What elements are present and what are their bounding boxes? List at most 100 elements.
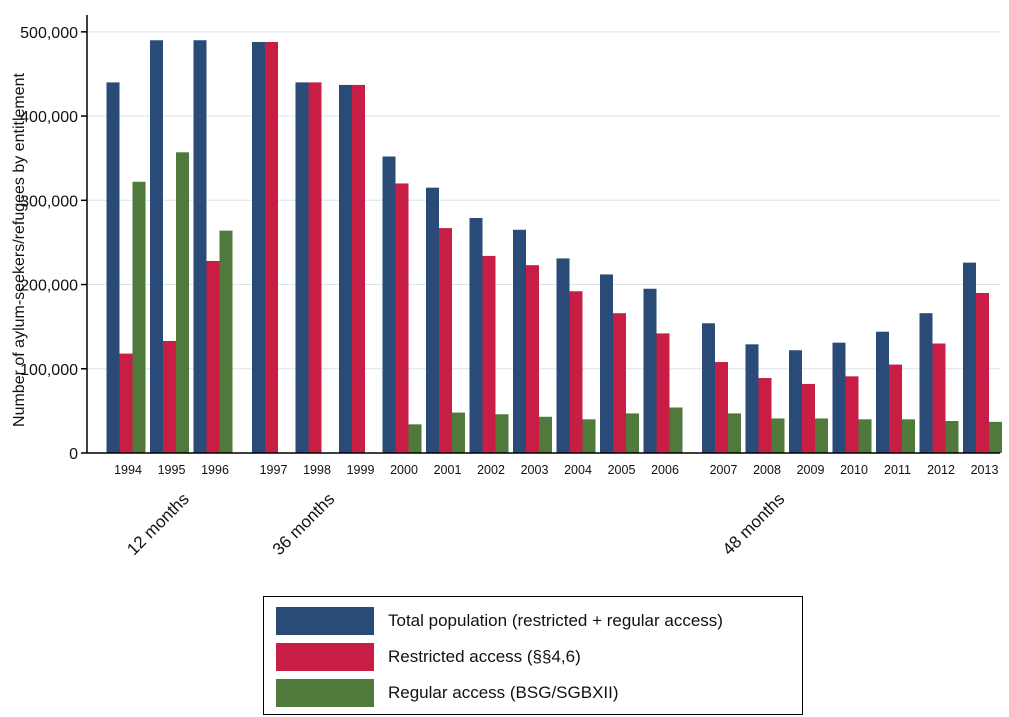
bar-total-2002 xyxy=(469,217,483,453)
x-tick-label: 1995 xyxy=(158,463,186,477)
bar-regular-2010 xyxy=(858,419,872,453)
group-label: 48 months xyxy=(719,489,789,559)
bar-regular-1994 xyxy=(132,181,146,453)
bar-regular-2011 xyxy=(902,419,915,453)
x-tick-label: 1996 xyxy=(201,463,229,477)
bar-total-2005 xyxy=(600,274,613,453)
x-tick-label: 2008 xyxy=(753,463,781,477)
x-tick-label: 2004 xyxy=(564,463,592,477)
bar-restricted-2001 xyxy=(439,228,452,453)
x-tick-label: 2003 xyxy=(521,463,549,477)
bar-regular-1996 xyxy=(219,230,233,453)
bar-restricted-2008 xyxy=(758,378,772,453)
bar-regular-2007 xyxy=(728,413,741,453)
bar-restricted-2010 xyxy=(845,376,859,453)
y-axis-label: Number of aylum-seekers/refugees by enti… xyxy=(11,72,28,426)
bar-restricted-1996 xyxy=(206,260,220,453)
bar-total-2010 xyxy=(832,342,846,453)
legend-swatch-restricted xyxy=(276,643,374,671)
x-tick-label: 1999 xyxy=(347,463,375,477)
x-tick-labels: 1994 1995 1996 1997 1998 1999 2000 2001 2002 2003… xyxy=(114,463,998,477)
x-tick-label: 2013 xyxy=(971,463,999,477)
y-tick-labels: 0 100,000 200,000 300,000 400,000 500,000 xyxy=(20,25,87,463)
bar-regular-2009 xyxy=(815,418,828,453)
bar-chart: 0 100,000 200,000 300,000 400,000 500,000 199… xyxy=(11,15,1002,559)
legend-item-regular: Regular access (BSG/SGBXII) xyxy=(276,679,619,707)
bar-restricted-1999 xyxy=(352,84,365,454)
bar-total-1994 xyxy=(106,82,120,453)
group-labels: 12 months 36 months 48 months xyxy=(123,489,788,559)
bar-restricted-2006 xyxy=(656,333,670,453)
bar-total-2011 xyxy=(876,331,889,453)
bar-regular-2001 xyxy=(452,412,465,453)
bar-regular-2006 xyxy=(669,407,683,453)
bar-total-1999 xyxy=(339,84,352,454)
bar-regular-1995 xyxy=(176,152,189,454)
bar-regular-2000 xyxy=(408,424,422,453)
group-label: 12 months xyxy=(123,489,193,559)
bar-total-1998 xyxy=(295,82,309,453)
bar-total-2012 xyxy=(919,313,933,453)
y-tick-label: 400,000 xyxy=(20,109,78,126)
x-tick-label: 1997 xyxy=(260,463,288,477)
legend-label-restricted: Restricted access (§§4,6) xyxy=(388,647,581,666)
bar-restricted-2002 xyxy=(482,255,496,453)
bar-restricted-2013 xyxy=(976,292,989,453)
bar-restricted-2004 xyxy=(569,291,583,453)
y-tick-label: 300,000 xyxy=(20,193,78,210)
bar-restricted-2011 xyxy=(889,364,902,453)
bar-total-2009 xyxy=(789,350,802,453)
bar-total-2013 xyxy=(963,262,976,453)
x-tick-label: 2010 xyxy=(840,463,868,477)
bar-total-2008 xyxy=(745,344,759,453)
bar-restricted-1998 xyxy=(308,82,322,453)
bar-total-2001 xyxy=(426,187,439,453)
x-tick-label: 2009 xyxy=(797,463,825,477)
x-tick-label: 2000 xyxy=(390,463,418,477)
bar-restricted-2009 xyxy=(802,383,815,453)
axes xyxy=(86,15,1000,454)
x-tick-label: 1998 xyxy=(303,463,331,477)
legend: Total population (restricted + regular a… xyxy=(263,596,803,715)
x-tick-label: 2005 xyxy=(608,463,636,477)
x-tick-label: 2001 xyxy=(434,463,462,477)
x-tick-label: 2002 xyxy=(477,463,505,477)
bar-regular-2003 xyxy=(539,416,552,453)
bar-restricted-2003 xyxy=(526,265,539,453)
legend-swatch-total xyxy=(276,607,374,635)
bar-restricted-1994 xyxy=(119,353,133,453)
legend-label-total: Total population (restricted + regular a… xyxy=(388,611,723,630)
bar-total-2006 xyxy=(643,288,657,453)
bar-total-2003 xyxy=(513,229,526,453)
legend-label-regular: Regular access (BSG/SGBXII) xyxy=(388,683,619,702)
bar-total-2000 xyxy=(382,156,396,453)
x-tick-label: 2011 xyxy=(884,463,911,477)
group-label: 36 months xyxy=(269,489,339,559)
bar-regular-2012 xyxy=(945,420,959,453)
bar-regular-2013 xyxy=(989,421,1002,453)
x-tick-label: 1994 xyxy=(114,463,142,477)
bar-restricted-2000 xyxy=(395,183,409,453)
legend-item-restricted: Restricted access (§§4,6) xyxy=(276,643,581,671)
y-tick-label: 0 xyxy=(69,446,78,463)
bar-regular-2005 xyxy=(626,413,639,453)
x-tick-label: 2007 xyxy=(710,463,738,477)
bar-restricted-1997 xyxy=(265,41,278,453)
bar-regular-2008 xyxy=(771,418,785,453)
legend-item-total: Total population (restricted + regular a… xyxy=(276,607,723,635)
legend-swatch-regular xyxy=(276,679,374,707)
bar-restricted-2005 xyxy=(613,313,626,453)
bar-regular-2002 xyxy=(495,414,509,453)
x-tick-label: 2012 xyxy=(927,463,955,477)
gridlines xyxy=(87,31,1000,370)
bar-total-1997 xyxy=(252,41,265,453)
y-tick-label: 200,000 xyxy=(20,278,78,295)
bar-total-2004 xyxy=(556,258,570,453)
x-tick-label: 2006 xyxy=(651,463,679,477)
bar-total-2007 xyxy=(702,323,715,453)
bar-restricted-2012 xyxy=(932,343,946,453)
bar-regular-2004 xyxy=(582,419,596,453)
y-tick-label: 500,000 xyxy=(20,25,78,42)
bars xyxy=(106,40,1002,454)
bar-total-1995 xyxy=(150,40,163,454)
